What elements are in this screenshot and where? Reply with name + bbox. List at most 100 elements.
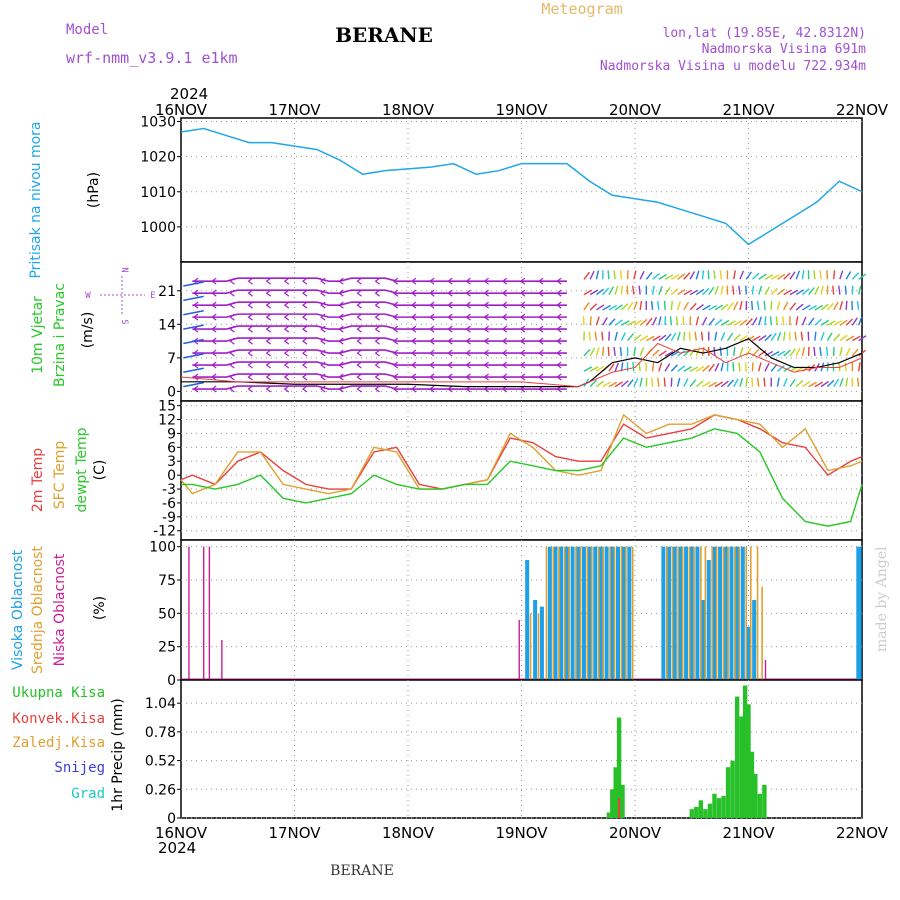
cloud-bar-high [610,546,615,680]
y-tick-label: 75 [158,573,176,589]
wind-arrow [695,316,700,326]
wind-arrow [658,362,663,372]
wind-arrow [620,303,629,311]
wind-arrow [639,318,648,326]
wind-arrow [639,347,645,357]
bottom-tick-label: 20NOV [609,824,662,842]
wind-speed-line [181,337,863,388]
wind-arrow-head [519,301,526,309]
wind-arrow [758,316,762,326]
wind-arrow-head [483,313,489,321]
wind-arrow [658,273,667,280]
wind-arrow-head [265,361,272,369]
y-tick-label: 6 [167,440,176,456]
wind-arrow [751,377,754,387]
top-tick-label: 22NOV [836,101,889,119]
precip-bar [689,809,694,818]
wind-arrow [777,365,785,372]
wind-arrow [595,380,605,388]
wind-arrow [839,334,848,342]
wind-arrow [583,348,591,357]
wind-arrow-head [283,349,290,357]
wind-arrow [744,362,747,372]
wind-arrow [844,362,847,372]
wind-arrow-head [538,361,544,369]
cloud-unit: (%) [92,596,108,620]
wind-arrow [613,270,616,280]
wind-arrow-head [283,337,290,345]
wind-arrow-head [410,337,417,345]
wind-arrow [720,319,730,326]
wind-arrow-head [429,349,435,357]
wind-arrow-head [392,289,399,297]
wind-arrow-head [229,361,235,369]
wind-arrow [695,288,705,296]
wind-arrow [826,302,834,311]
temp2m-ylabel: 2m Temp [30,448,46,512]
wind-arrow [702,304,711,311]
wind-arrow-head [447,301,453,309]
precip-bar [734,696,740,818]
wind-arrow [833,301,839,311]
wind-arrow [675,316,679,326]
wind-arrow [808,317,815,326]
wind-arrow [801,288,810,296]
wind-arrow [750,300,754,310]
wind-arrow [620,332,627,341]
wind-arrow-head [519,277,526,285]
wind-arrow [619,346,623,357]
wind-arrow [733,320,742,326]
wind-arrow [845,347,851,357]
wind-arrow-head [374,337,380,345]
wind-arrow [739,270,744,280]
precip-bar [739,716,744,818]
wind-arrow [614,331,618,341]
wind-arrow [839,319,848,326]
precip-bar [757,793,763,818]
wind-arrow-head [429,373,435,381]
wind-arrow [639,300,643,311]
wind-arrow [720,332,726,341]
wind-arrow-head [483,349,489,357]
side-labels: Pritisak na nivou mora (hPa) 10m Vjetar Brz… [10,121,126,811]
wind-arrow [670,332,677,341]
cloud-bar-high [621,546,626,680]
pressure-panel: 1000 1010 1020 1030 [140,115,863,263]
wind-arrow [670,287,679,296]
wind-arrow [608,381,618,388]
wind-arrow [726,332,734,342]
wind-arrow [645,317,653,326]
wind-arrow [832,270,836,280]
wind-arrow [826,332,833,341]
wind-arrow [783,349,791,357]
wind-arrow-head [556,313,562,321]
cloud-bar-high [729,546,734,680]
wind-arrow [820,303,829,311]
wind-arrow [808,381,817,388]
precip-bar [712,793,717,818]
wind-arrow [689,302,697,311]
wind-arrow-head [356,289,362,297]
wind-arrow-head [392,349,399,357]
wind-arrow-head [283,277,290,285]
wind-arrow-head [483,301,489,309]
precip-legend-item: Grad [71,786,105,802]
wind-arrow-head [556,301,562,309]
wind-arrow-head [211,325,217,333]
pressure-ylabel: Pritisak na nivou mora [28,121,44,278]
wind-ylabel: 10m Vjetar [30,296,46,374]
cloud-bar-high [547,546,552,680]
bottom-tick-label: 17NOV [268,824,321,842]
wind-arrow-head [320,349,326,357]
top-tick-label: 17NOV [268,101,321,119]
wind-arrow-head [465,349,471,357]
y-tick-label: 0 [167,468,176,484]
wind-arrow [844,285,847,295]
wind-arrow-head [356,313,362,321]
wind-arrow-head [338,277,344,285]
wind-arrow [813,270,816,280]
wind-arrow [621,320,630,326]
wind-arrow [689,271,696,280]
wind-arrow [745,271,752,280]
y-tick-label: 1020 [140,150,176,166]
